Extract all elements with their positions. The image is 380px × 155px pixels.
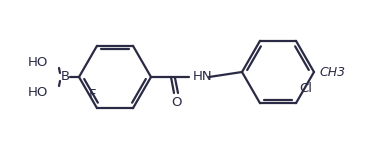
Text: CH3: CH3 [319, 66, 345, 80]
Text: HO: HO [28, 55, 48, 69]
Text: B: B [60, 71, 70, 84]
Text: F: F [89, 88, 97, 101]
Text: HO: HO [28, 86, 48, 98]
Text: O: O [171, 95, 181, 108]
Text: HN: HN [193, 71, 213, 84]
Text: Cl: Cl [299, 82, 312, 95]
